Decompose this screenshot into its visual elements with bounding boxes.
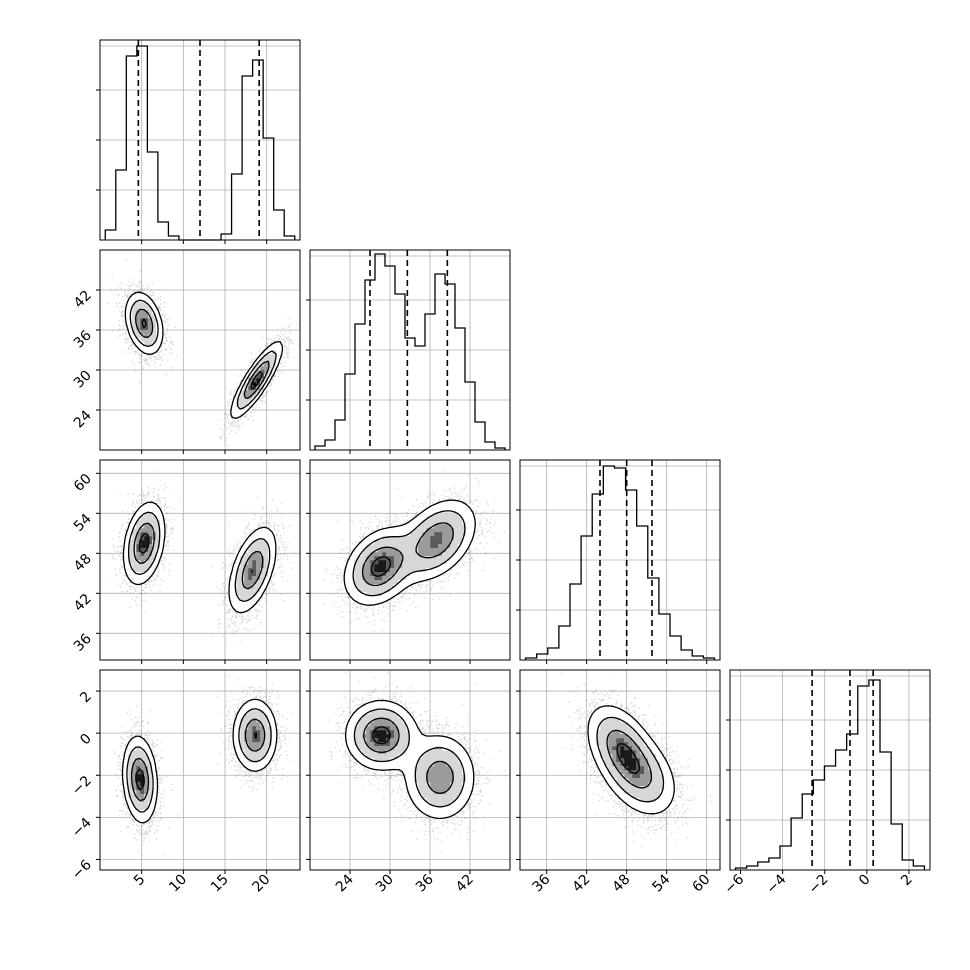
contour-2 xyxy=(129,299,277,410)
y-tick-label: 60 xyxy=(71,471,95,495)
x-tick-label: 2 xyxy=(898,872,916,890)
density-shade xyxy=(374,560,387,573)
density-shade xyxy=(136,774,145,787)
x-tick-label: 20 xyxy=(250,872,274,896)
axes-frame xyxy=(309,669,511,871)
scatter-panel-3-1 xyxy=(310,670,510,870)
y-tick-label: 24 xyxy=(71,407,95,431)
scatter-panel-2-0 xyxy=(100,460,300,660)
contour-3 xyxy=(343,499,476,606)
y-tick-label: 36 xyxy=(71,327,95,351)
contour-0 xyxy=(370,556,392,577)
contour-3 xyxy=(344,699,475,820)
y-tick-label: 30 xyxy=(71,368,95,392)
scatter-panel-1-0 xyxy=(100,250,300,450)
contour-3 xyxy=(121,698,278,824)
x-tick-label: 54 xyxy=(650,871,674,895)
contour-1 xyxy=(133,522,264,590)
axes-frame xyxy=(99,459,301,661)
histogram-3 xyxy=(734,679,926,870)
y-tick-label: −2 xyxy=(69,773,95,799)
contour-2 xyxy=(127,511,271,603)
density-shade xyxy=(124,504,277,613)
y-tick-label: −6 xyxy=(69,857,95,883)
density-shade xyxy=(132,718,265,803)
density-shade xyxy=(354,710,467,807)
x-tick-label: 48 xyxy=(610,872,634,896)
x-tick-label: 24 xyxy=(333,871,357,895)
axes-frame xyxy=(99,669,301,871)
x-tick-label: 30 xyxy=(373,872,397,896)
y-tick-label: 42 xyxy=(71,591,95,615)
x-tick-label: 0 xyxy=(856,872,874,890)
histogram-1 xyxy=(314,253,506,450)
scatter-panel-3-2 xyxy=(520,670,720,870)
contour-1 xyxy=(135,308,270,399)
contour-3 xyxy=(587,705,675,815)
x-tick-label: 60 xyxy=(690,872,714,896)
density-shade xyxy=(132,302,277,411)
density-shade xyxy=(124,698,277,823)
axes-frame xyxy=(309,459,511,661)
x-tick-label: −4 xyxy=(764,871,790,897)
y-tick-label: 2 xyxy=(77,689,95,707)
x-tick-label: 5 xyxy=(131,872,149,890)
density-shade xyxy=(612,738,645,779)
y-tick-label: 48 xyxy=(71,551,95,575)
contour-1 xyxy=(363,717,454,794)
contour-1 xyxy=(606,729,653,789)
x-tick-label: −6 xyxy=(721,871,747,897)
x-tick-label: 10 xyxy=(166,872,190,896)
scatter-panel-2-1 xyxy=(310,460,510,660)
contour-1 xyxy=(361,522,454,587)
density-shade xyxy=(596,718,665,803)
x-tick-label: 36 xyxy=(530,871,554,895)
x-tick-label: 15 xyxy=(208,872,232,896)
y-tick-label: 54 xyxy=(71,511,95,535)
contour-0 xyxy=(372,726,391,745)
y-tick-label: 36 xyxy=(71,631,95,655)
contour-2 xyxy=(352,510,466,597)
x-tick-label: 36 xyxy=(413,871,437,895)
density-shade xyxy=(136,524,265,589)
contour-3 xyxy=(122,501,277,614)
axes-frame xyxy=(99,249,301,451)
y-tick-label: 42 xyxy=(71,288,95,312)
y-tick-label: −4 xyxy=(69,815,95,841)
density-shade xyxy=(346,702,475,819)
density-shade xyxy=(362,718,455,795)
contour-2 xyxy=(596,716,665,803)
scatter-panel-3-0 xyxy=(100,670,300,870)
x-tick-label: 42 xyxy=(570,872,594,896)
density-shade xyxy=(136,310,269,399)
histogram-2 xyxy=(524,465,716,660)
density-shade xyxy=(140,536,149,549)
contour-2 xyxy=(353,708,466,808)
x-tick-label: 42 xyxy=(453,872,477,896)
contour-2 xyxy=(126,708,272,813)
contour-0 xyxy=(135,732,258,791)
contour-0 xyxy=(141,318,263,390)
contour-0 xyxy=(138,533,253,573)
density-shade xyxy=(370,532,443,581)
axes-frame xyxy=(519,669,721,871)
density-shade xyxy=(608,730,653,787)
density-shade xyxy=(124,294,285,419)
y-tick-label: 0 xyxy=(77,731,95,749)
contour-0 xyxy=(616,743,640,775)
density-shade xyxy=(362,524,455,585)
x-tick-label: −2 xyxy=(806,872,832,898)
contour-1 xyxy=(130,718,266,802)
contour-3 xyxy=(124,291,284,420)
density-shade xyxy=(354,512,467,597)
